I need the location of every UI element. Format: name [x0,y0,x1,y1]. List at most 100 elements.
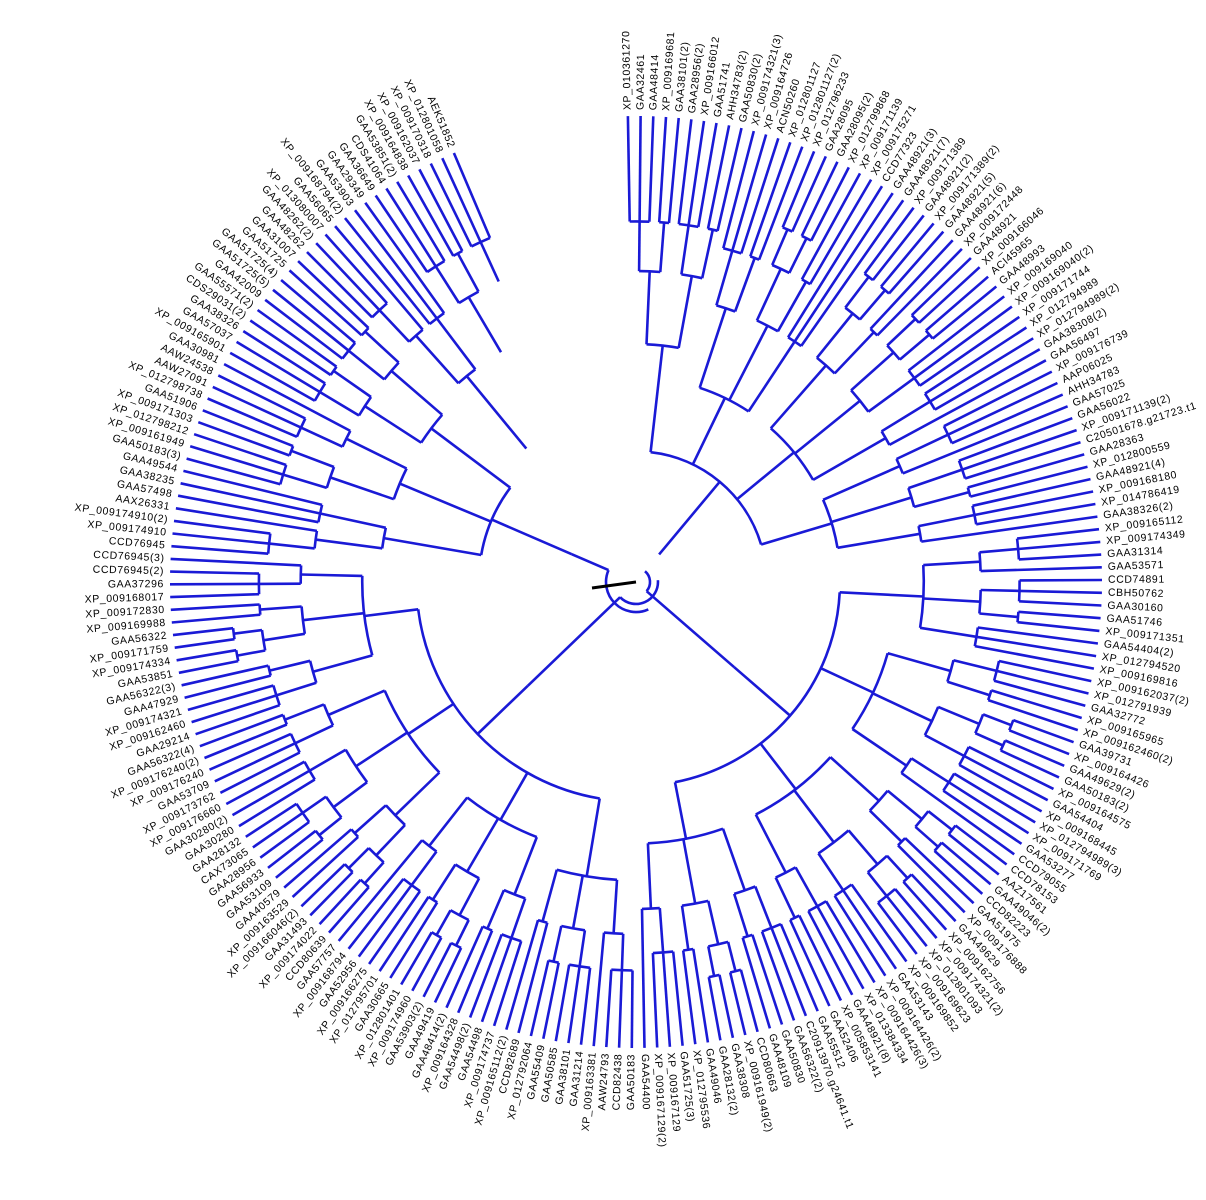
branch [410,850,438,886]
branch [170,603,260,612]
branch [867,377,916,413]
branch [645,271,651,345]
branch [979,612,1019,619]
branch-arc [537,918,548,924]
branch [990,689,1083,720]
branch-arc [619,580,660,606]
branch [913,305,1013,380]
leaf-label: CCD82438 [611,1053,625,1110]
branch [173,519,271,535]
branch [888,359,1047,447]
branch-arc [421,839,438,853]
branch [445,925,484,1009]
branch [505,919,540,1030]
branch [707,900,720,945]
branch [963,754,1049,802]
branch [399,482,492,523]
branch [1000,749,1060,779]
branch [886,318,917,347]
branch [529,960,550,1037]
branch [681,950,697,1045]
branch [715,250,734,306]
branch [306,251,374,319]
branch [953,658,998,673]
branch [837,532,921,550]
branch-arc [380,527,388,549]
branch-arc [426,259,446,274]
branch [953,772,1036,824]
branch-arc [603,931,624,936]
branch [898,333,931,361]
branch [605,969,613,1048]
branch [733,257,756,312]
branch [706,125,731,229]
branch [328,886,370,934]
branch [174,637,235,649]
branch [754,886,773,929]
branch-arc [850,389,870,413]
branch [885,895,928,948]
branch-arc [817,829,850,855]
branch [217,374,306,420]
branch [383,536,482,557]
branch [824,900,876,984]
branch-arc [947,824,957,836]
branch [327,689,386,717]
branch [919,626,977,639]
branch [918,266,981,324]
branch-arc [722,246,742,255]
branch [170,592,260,599]
branch [718,974,735,1039]
branch [465,817,500,873]
branch [876,901,918,955]
branch [368,890,422,965]
branch [332,369,372,399]
branch [337,839,424,942]
branch [974,490,1094,517]
branch [687,120,706,226]
branch [1004,739,1065,767]
branch [571,553,610,572]
branch [176,648,237,662]
branch [770,927,808,1017]
branch [800,199,905,347]
branch [264,298,344,360]
branch [786,185,884,338]
branch [214,742,296,783]
branch [968,745,1055,791]
branch [774,877,796,919]
branch-arc [769,427,815,481]
branch [283,828,353,889]
branch [969,465,1088,498]
branch [202,409,294,448]
branch [980,588,1020,593]
branch [219,751,301,794]
branch [982,713,1012,727]
branch [411,937,443,992]
branch [468,933,503,1018]
branch-arc [917,525,923,542]
branch [976,635,1097,658]
branch [987,698,1079,732]
branch-arc [646,343,679,350]
branch [958,763,1043,813]
branch [345,437,408,470]
leaf-label: XP_009167129(2) [652,1053,668,1148]
branch-arc [1008,719,1015,731]
branch [170,570,260,575]
branch [364,201,446,314]
branch [189,445,284,476]
branch [353,804,387,835]
branch [923,597,981,603]
branch-arc [946,659,955,683]
branch [256,308,338,368]
branch [996,669,1089,695]
branch [400,931,433,986]
branch-arc [978,589,982,614]
branch [998,659,1092,683]
branch [904,837,975,905]
branch [776,281,808,332]
branch [223,362,351,433]
branch [793,192,894,343]
